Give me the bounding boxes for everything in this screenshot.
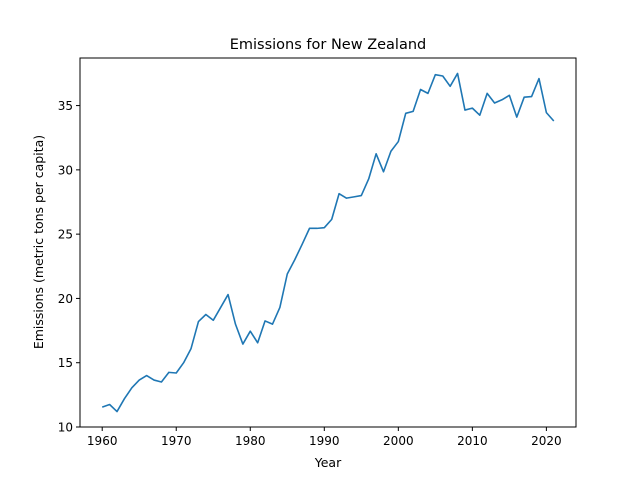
chart-title: Emissions for New Zealand bbox=[230, 37, 427, 53]
y-axis-label: Emissions (metric tons per capita) bbox=[31, 135, 46, 349]
x-tick-label: 2020 bbox=[531, 434, 562, 448]
x-tick-label: 2010 bbox=[457, 434, 488, 448]
x-tick-label: 1990 bbox=[309, 434, 340, 448]
y-axis: 10 15 20 25 30 35 bbox=[58, 99, 80, 435]
y-tick-label: 30 bbox=[58, 163, 73, 177]
y-tick-label: 25 bbox=[58, 228, 73, 242]
x-tick-label: 1960 bbox=[87, 434, 118, 448]
x-axis-label: Year bbox=[314, 455, 342, 470]
x-axis: 1960 1970 1980 1990 2000 2010 2020 bbox=[87, 427, 562, 448]
plot-area-frame bbox=[79, 57, 577, 428]
y-tick-label: 35 bbox=[58, 99, 73, 113]
y-tick-label: 10 bbox=[58, 421, 73, 435]
emissions-series-line bbox=[101, 72, 555, 413]
y-tick-label: 15 bbox=[58, 356, 73, 370]
x-tick-label: 1970 bbox=[161, 434, 192, 448]
x-tick-label: 2000 bbox=[383, 434, 414, 448]
x-tick-label: 1980 bbox=[235, 434, 266, 448]
y-tick-label: 20 bbox=[58, 292, 73, 306]
